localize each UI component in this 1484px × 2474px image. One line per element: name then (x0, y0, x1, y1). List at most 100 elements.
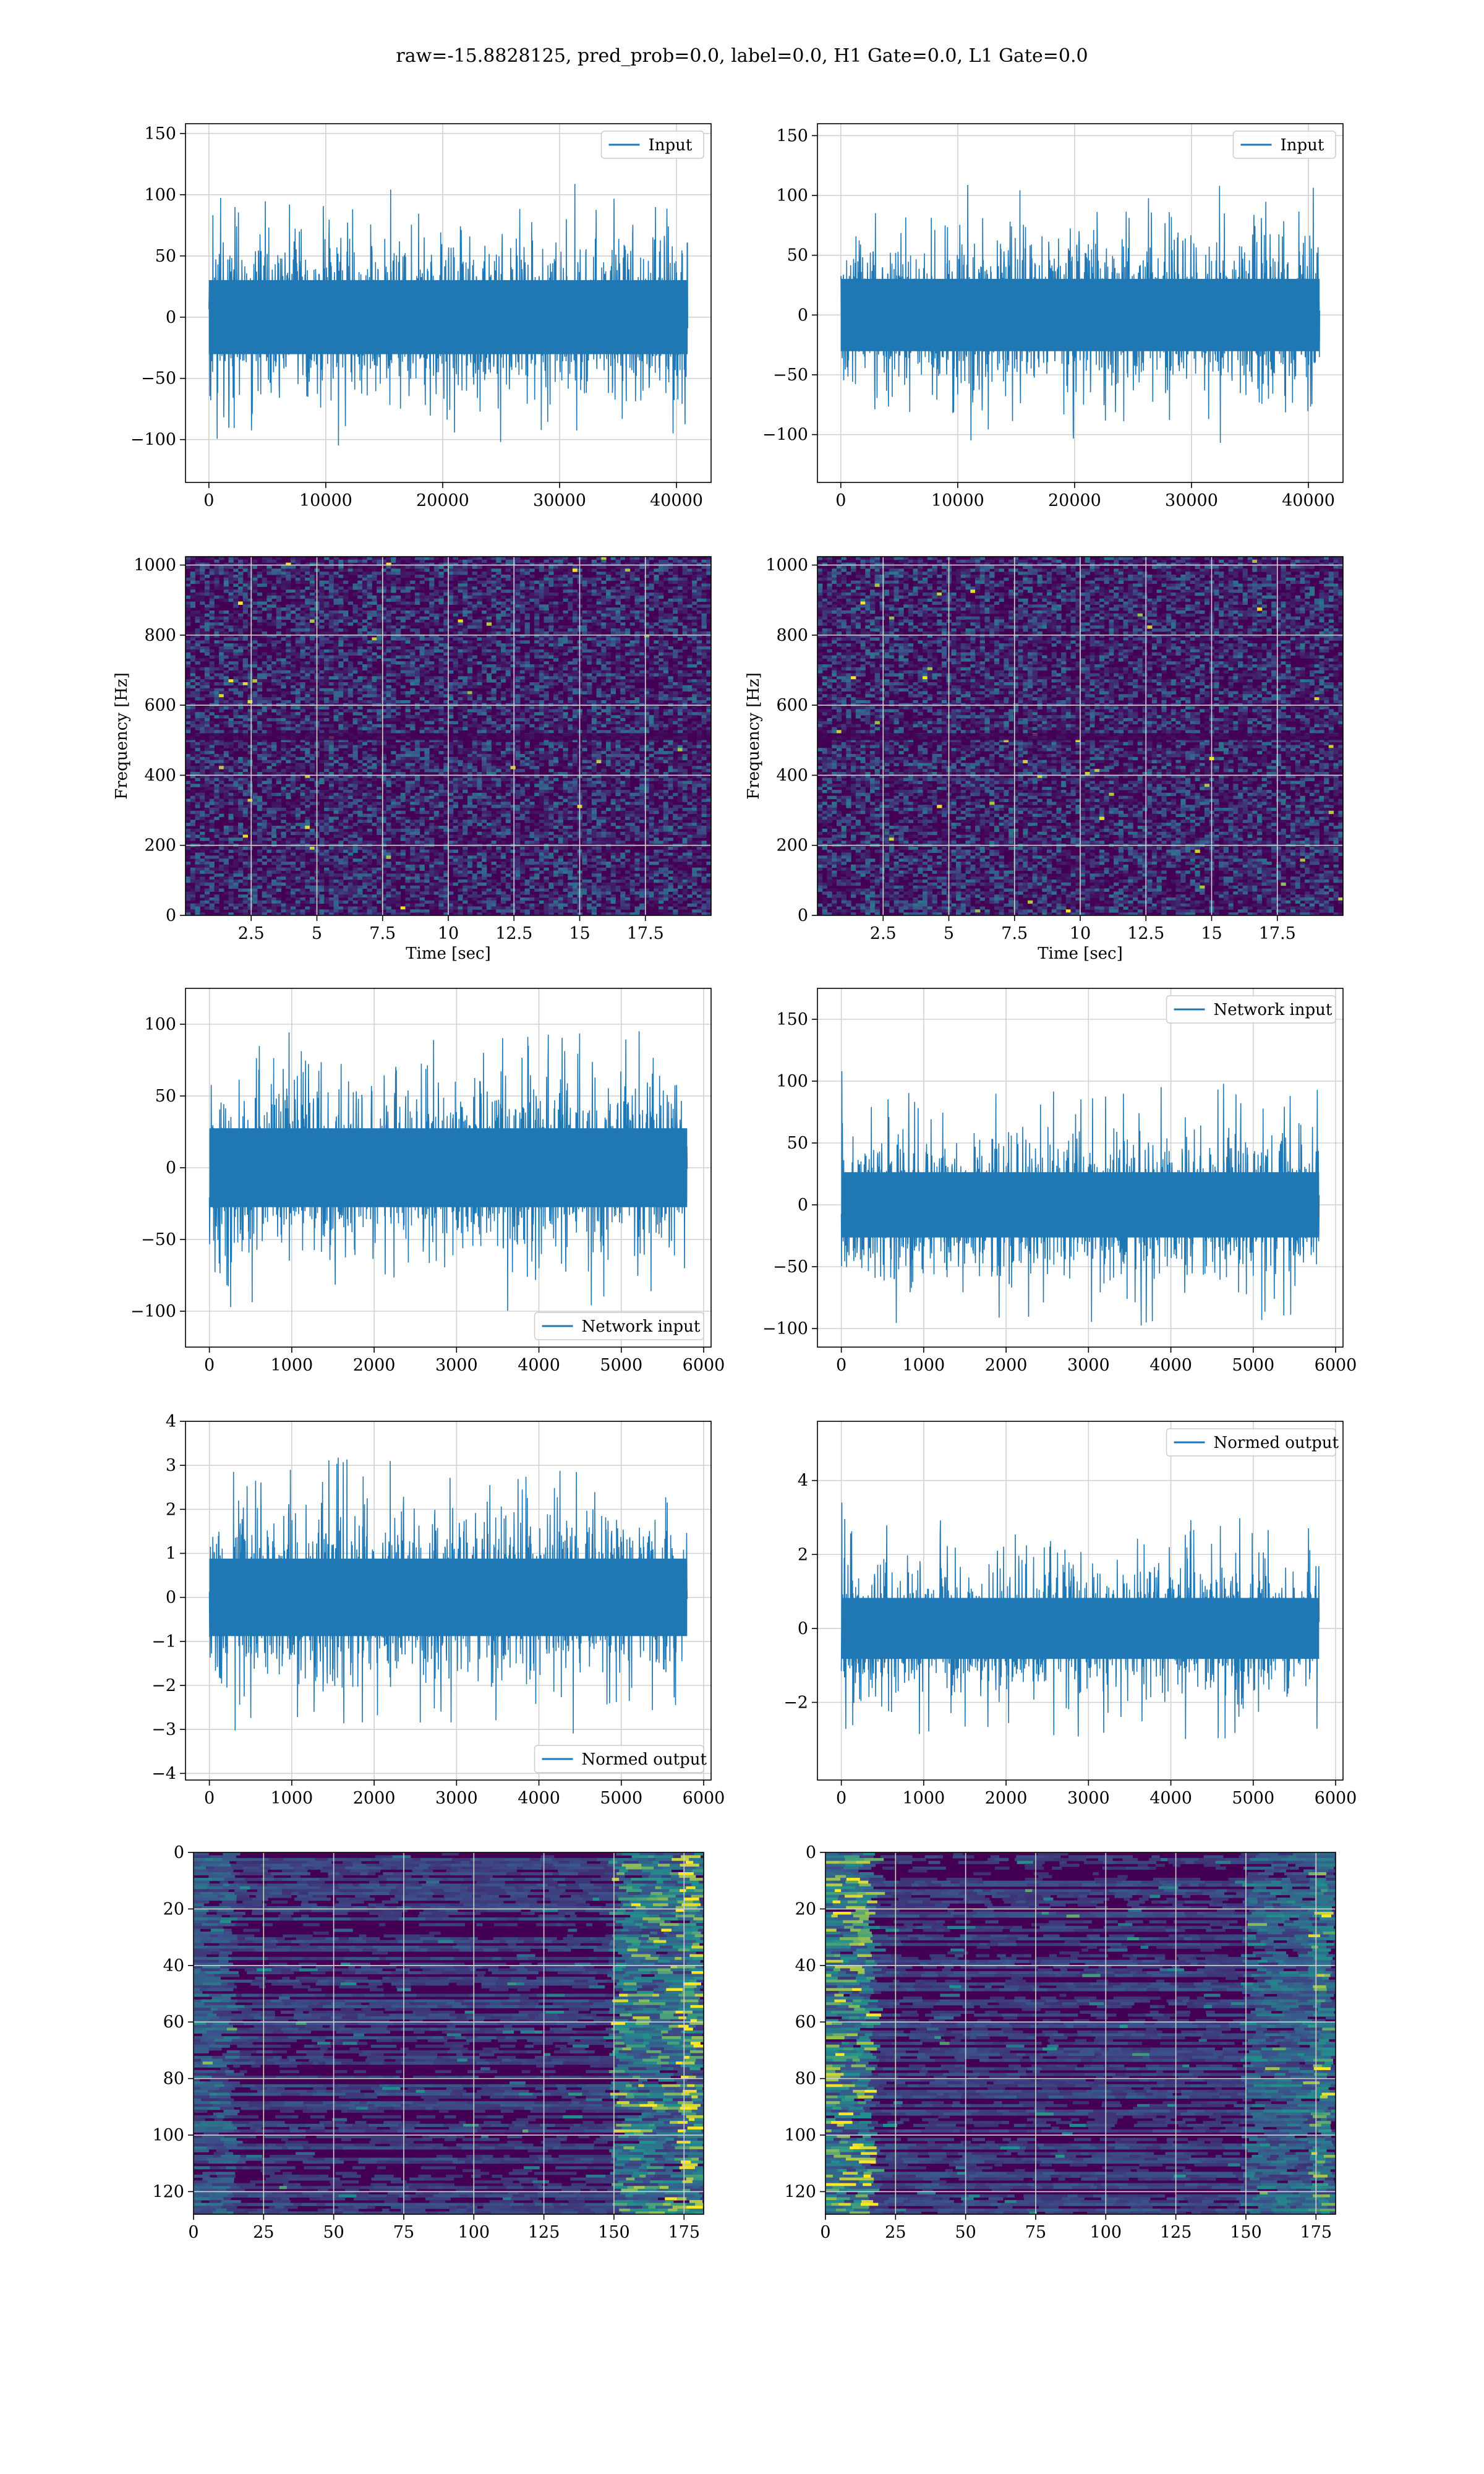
heatmap-cell (448, 697, 454, 701)
heatmap-cell (338, 661, 344, 665)
heatmap-cell (377, 631, 382, 635)
heatmap-cell (247, 855, 253, 859)
heatmap-cell (247, 841, 253, 844)
heatmap-cell (186, 876, 191, 880)
heatmap-cell (195, 903, 200, 907)
heatmap-cell (338, 676, 344, 680)
heatmap-cell (305, 595, 310, 599)
heatmap-cell (252, 730, 258, 734)
heatmap-cell (333, 900, 339, 904)
heatmap-cell (472, 805, 477, 808)
heatmap-cell (443, 808, 449, 811)
heatmap-cell (295, 823, 301, 826)
heatmap-cell (429, 805, 435, 808)
heatmap-cell (190, 873, 195, 877)
heatmap-cell (357, 790, 363, 794)
heatmap-cell (419, 823, 425, 826)
heatmap-cell (448, 882, 454, 886)
heatmap-cell (214, 810, 220, 815)
heatmap-cell (429, 903, 435, 907)
heatmap-cell (453, 571, 458, 575)
heatmap-cell (410, 562, 416, 567)
heatmap-cell (486, 810, 492, 815)
heatmap-cell (367, 903, 372, 907)
heatmap-cell (438, 855, 444, 859)
heatmap-cell (405, 903, 411, 907)
heatmap-cell (295, 640, 301, 644)
heatmap-cell (281, 873, 286, 877)
heatmap-cell (386, 613, 391, 617)
heatmap-cell (186, 880, 191, 883)
heatmap-cell (242, 700, 248, 704)
heatmap-cell (271, 593, 277, 596)
heatmap-cell (309, 640, 315, 644)
heatmap-cell (410, 864, 416, 868)
heatmap-cell (200, 738, 205, 743)
heatmap-cell (219, 649, 224, 653)
heatmap-cell (242, 643, 248, 647)
heatmap-cell (204, 855, 210, 859)
heatmap-cell (348, 565, 353, 569)
heatmap-cell (233, 784, 239, 787)
heatmap-cell (377, 738, 382, 743)
heatmap-cell (281, 900, 286, 904)
heatmap-cell (448, 816, 454, 820)
heatmap-cell (410, 846, 416, 850)
heatmap-cell (195, 834, 200, 838)
heatmap-cell (195, 754, 200, 758)
heatmap-cell (482, 751, 487, 755)
heatmap-cell (228, 766, 234, 769)
heatmap-cell (486, 763, 492, 766)
heatmap-cell (286, 903, 291, 907)
heatmap-cell (433, 870, 440, 874)
heatmap-cell (372, 727, 377, 730)
heatmap-cell (186, 682, 191, 686)
heatmap-cell (352, 745, 358, 748)
heatmap-cell (209, 754, 215, 758)
heatmap-cell (204, 682, 210, 686)
heatmap-cell (267, 810, 272, 815)
heatmap-cell (424, 852, 430, 856)
heatmap-cell (195, 595, 200, 599)
heatmap-cell (343, 724, 349, 728)
heatmap-cell (204, 760, 210, 764)
heatmap-cell (200, 810, 205, 815)
heatmap-cell (467, 858, 473, 862)
heatmap-cell (228, 891, 234, 895)
heatmap-cell (343, 900, 349, 904)
heatmap-cell (391, 897, 396, 901)
heatmap-cell (429, 715, 435, 719)
heatmap-cell (228, 691, 234, 695)
heatmap-cell (262, 730, 267, 734)
heatmap-cell (391, 557, 396, 560)
heatmap-cell (458, 682, 463, 686)
heatmap-cell (295, 900, 301, 904)
heatmap-cell (467, 792, 473, 797)
heatmap-cell (300, 676, 305, 680)
heatmap-cell (276, 867, 282, 871)
heatmap-cell (257, 685, 263, 689)
heatmap-cell (204, 880, 210, 883)
heatmap-cell (419, 649, 425, 653)
heatmap-cell (223, 637, 229, 641)
heatmap-cell (338, 589, 344, 593)
heatmap-cell (190, 897, 195, 901)
heatmap-cell (200, 685, 205, 689)
heatmap-cell (338, 769, 344, 773)
heatmap-cell (209, 706, 215, 710)
heatmap-cell (291, 610, 296, 614)
heatmap-cell (443, 583, 449, 587)
heatmap-cell (300, 802, 305, 805)
heatmap-cell (309, 712, 315, 716)
heatmap-cell (309, 637, 315, 641)
heatmap-cell (410, 565, 416, 569)
heatmap-cell (463, 571, 468, 575)
heatmap-cell (300, 912, 305, 915)
heatmap-cell (367, 781, 372, 784)
heatmap-cell (472, 826, 477, 829)
heatmap-cell (286, 784, 291, 787)
heatmap-cell (372, 724, 377, 728)
heatmap-cell (281, 769, 286, 773)
heatmap-cell (257, 565, 263, 569)
heatmap-cell (467, 781, 473, 784)
